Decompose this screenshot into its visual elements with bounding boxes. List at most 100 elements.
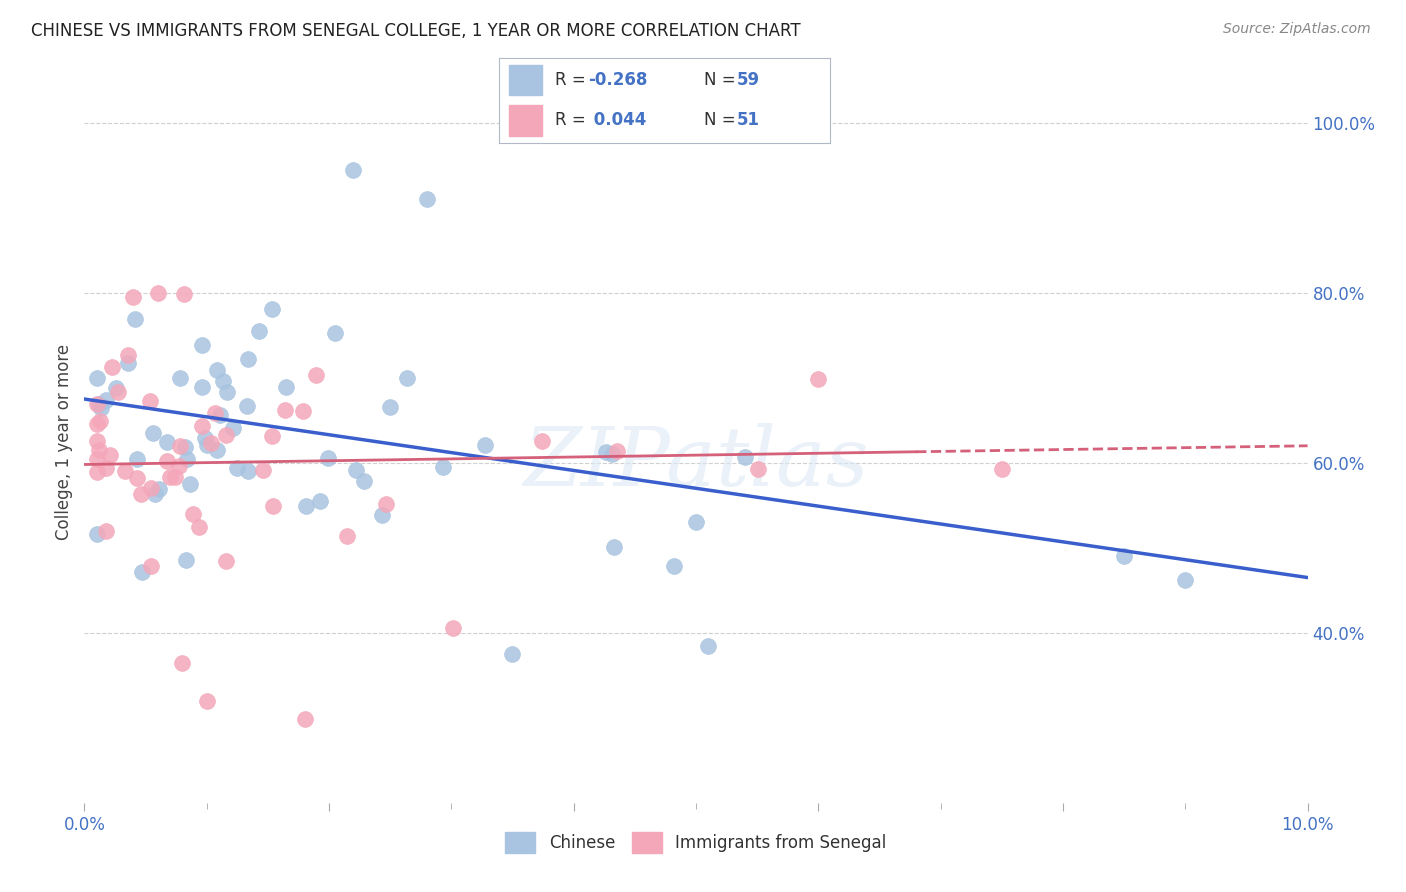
Point	[291, 403, 314, 417]
Point	[124, 311, 146, 326]
Point	[131, 566, 153, 580]
Point	[145, 487, 167, 501]
Point	[101, 359, 124, 374]
Point	[100, 448, 122, 462]
Point	[249, 324, 271, 338]
Point	[107, 384, 129, 399]
Point	[139, 481, 162, 495]
Point	[191, 418, 214, 433]
Point	[252, 463, 274, 477]
Point	[262, 500, 284, 514]
Point	[129, 486, 152, 500]
Point	[142, 426, 165, 441]
Point	[734, 450, 756, 464]
Bar	[509, 65, 543, 95]
Point	[991, 462, 1014, 476]
Point	[217, 385, 239, 400]
Point	[1114, 549, 1136, 564]
Point	[602, 447, 624, 461]
Point	[305, 368, 328, 383]
Point	[226, 461, 249, 475]
Point	[86, 434, 108, 449]
Text: CHINESE VS IMMIGRANTS FROM SENEGAL COLLEGE, 1 YEAR OR MORE CORRELATION CHART: CHINESE VS IMMIGRANTS FROM SENEGAL COLLE…	[31, 22, 800, 40]
Point	[181, 507, 204, 521]
Point	[205, 362, 228, 376]
Legend: Chinese, Immigrants from Senegal: Chinese, Immigrants from Senegal	[499, 826, 893, 860]
Point	[176, 452, 198, 467]
Point	[127, 470, 149, 484]
Point	[90, 401, 112, 415]
Point	[215, 554, 238, 568]
Point	[156, 454, 179, 468]
Point	[336, 529, 359, 543]
Point	[165, 469, 187, 483]
Point	[208, 408, 231, 422]
Point	[86, 465, 108, 479]
Text: R =: R =	[555, 112, 592, 129]
Point	[173, 286, 195, 301]
Point	[294, 713, 316, 727]
Point	[167, 458, 190, 473]
Point	[138, 393, 160, 408]
Point	[697, 639, 720, 653]
Point	[295, 499, 318, 513]
Point	[179, 476, 201, 491]
Point	[309, 494, 332, 508]
Point	[595, 445, 617, 459]
Text: 59: 59	[737, 71, 761, 89]
Point	[602, 540, 624, 554]
Text: Source: ZipAtlas.com: Source: ZipAtlas.com	[1223, 22, 1371, 37]
Point	[86, 526, 108, 541]
Point	[86, 397, 108, 411]
Point	[200, 435, 222, 450]
Point	[94, 392, 117, 407]
Point	[395, 371, 418, 385]
Point	[89, 397, 111, 411]
Text: ZIPatlas: ZIPatlas	[523, 423, 869, 503]
Point	[156, 435, 179, 450]
Point	[662, 558, 685, 573]
Point	[378, 400, 401, 414]
Text: 51: 51	[737, 112, 761, 129]
Point	[117, 356, 139, 370]
Point	[260, 429, 283, 443]
Point	[141, 559, 163, 574]
Point	[432, 460, 454, 475]
Point	[416, 192, 439, 206]
Point	[127, 452, 149, 467]
Text: R =: R =	[555, 71, 592, 89]
Point	[260, 301, 283, 316]
Text: N =: N =	[704, 71, 741, 89]
Point	[191, 380, 214, 394]
Point	[86, 452, 108, 467]
Point	[159, 469, 181, 483]
Point	[195, 438, 218, 452]
Point	[89, 414, 111, 428]
Point	[685, 516, 707, 530]
Point	[169, 439, 191, 453]
Point	[236, 399, 259, 413]
Point	[190, 338, 212, 352]
Point	[747, 461, 769, 475]
Text: -0.268: -0.268	[588, 71, 648, 89]
Point	[353, 474, 375, 488]
Point	[172, 656, 194, 670]
Point	[174, 553, 197, 567]
Point	[86, 417, 108, 432]
Point	[274, 403, 297, 417]
Point	[212, 374, 235, 388]
Point	[375, 497, 398, 511]
Point	[342, 162, 364, 177]
Point	[474, 438, 496, 452]
Point	[94, 461, 117, 475]
Point	[117, 348, 139, 362]
Point	[276, 380, 298, 394]
Point	[807, 372, 830, 386]
Text: 0.044: 0.044	[588, 112, 647, 129]
Point	[531, 434, 554, 448]
Point	[204, 406, 226, 420]
Point	[86, 370, 108, 384]
Point	[316, 450, 339, 465]
Point	[323, 326, 346, 341]
Point	[146, 285, 169, 300]
